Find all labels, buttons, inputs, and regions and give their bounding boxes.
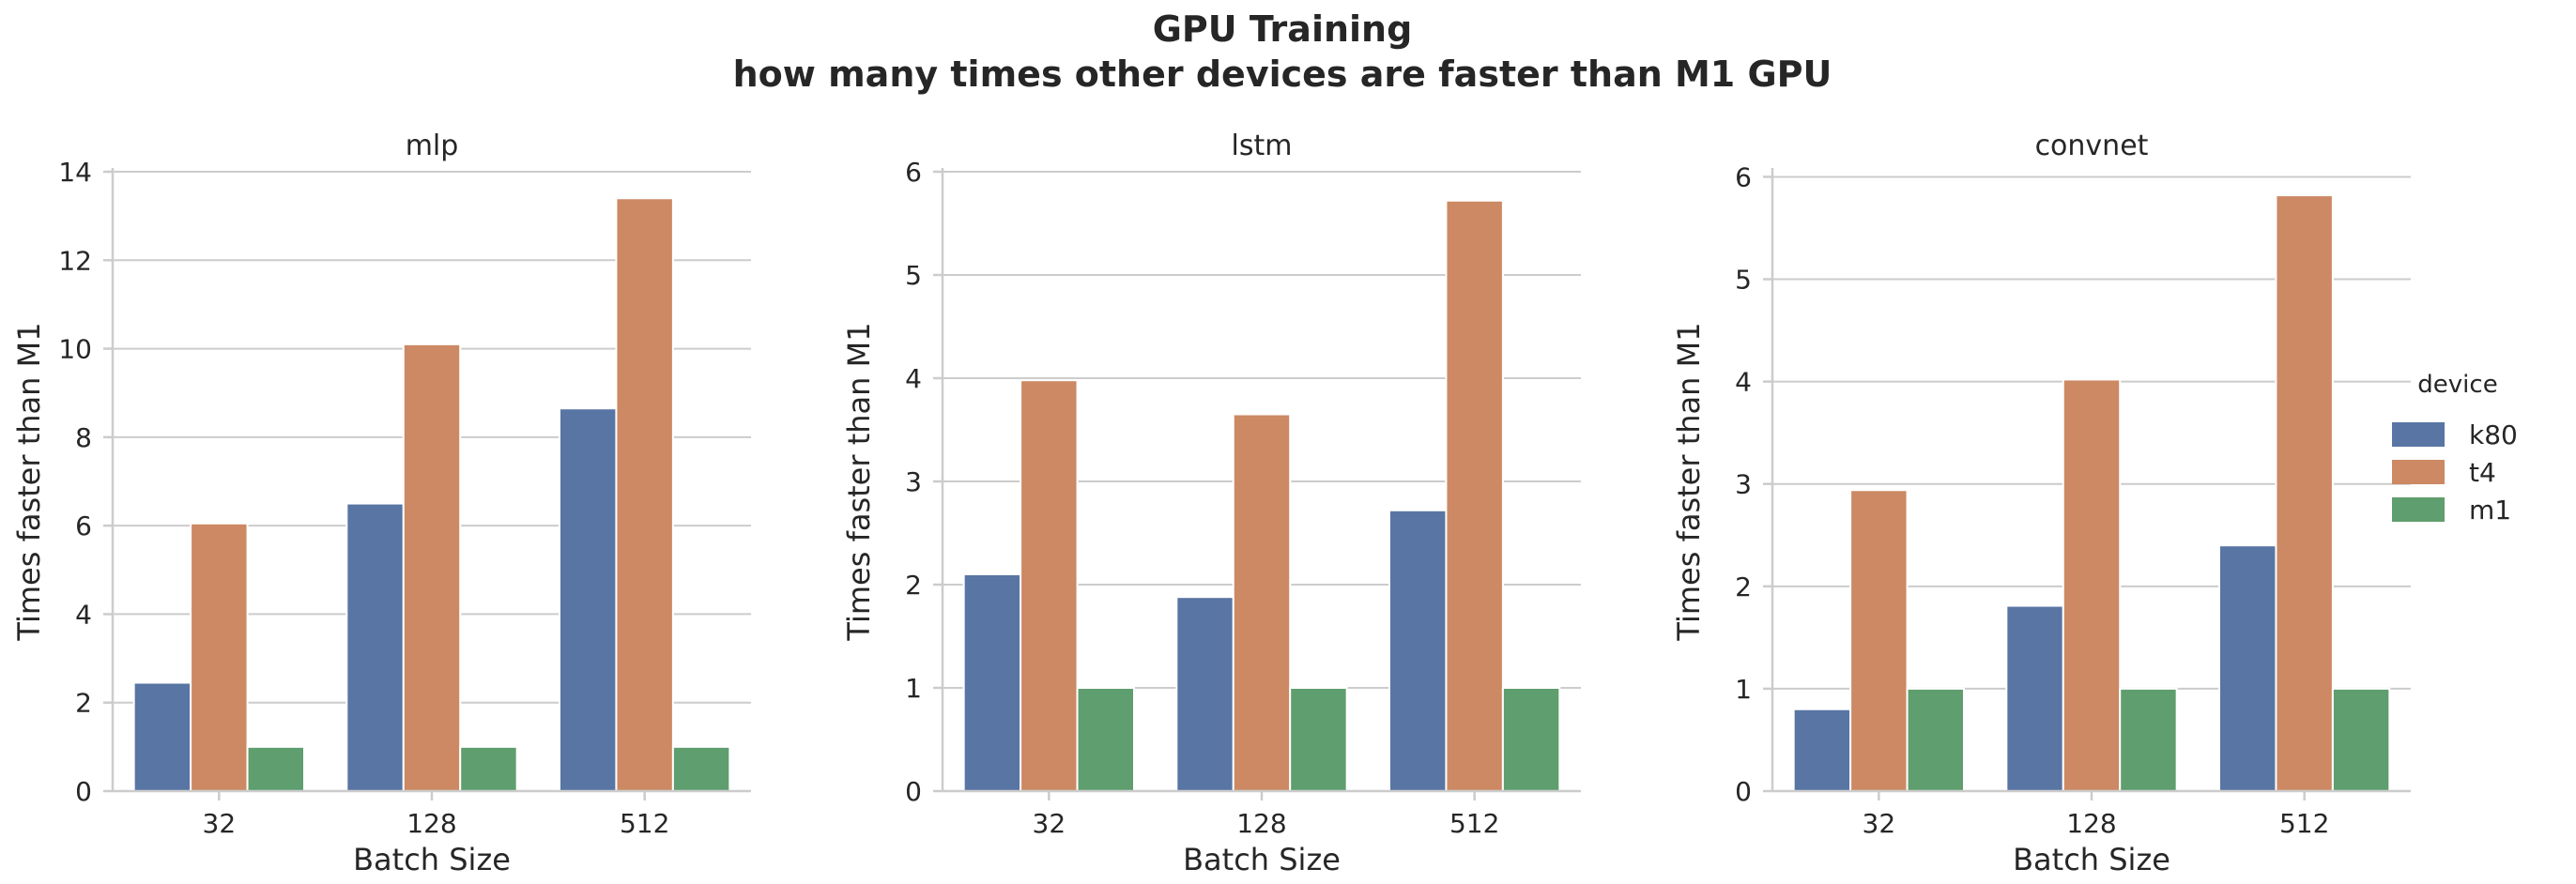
y-tick-label: 1 <box>905 673 922 704</box>
y-tick-label: 4 <box>75 599 92 630</box>
y-tick-label: 1 <box>1735 674 1752 705</box>
y-tick-label: 2 <box>75 688 92 719</box>
y-tick-label: 10 <box>58 334 92 365</box>
x-tick-label: 128 <box>1236 808 1286 839</box>
y-tick-label: 5 <box>1735 265 1752 296</box>
y-axis-label: Times faster than M1 <box>841 322 877 641</box>
y-tick-label: 6 <box>75 511 92 541</box>
bar-t4-32 <box>190 522 249 792</box>
panel-title: lstm <box>1232 130 1293 162</box>
legend-swatch-m1 <box>2392 497 2445 522</box>
y-tick-label: 6 <box>905 157 922 188</box>
bar-m1-512 <box>671 745 731 792</box>
bar-m1-128 <box>459 745 518 792</box>
x-tick-label: 32 <box>1033 808 1066 839</box>
bar-t4-128 <box>2062 378 2122 792</box>
bar-k80-32 <box>962 573 1022 792</box>
legend-swatch-t4 <box>2392 460 2445 484</box>
legend-title: device <box>2417 371 2497 399</box>
panel-lstm: 0 1 2 3 4 5 6 32 128 512 lstm Batch Size Times faste… <box>841 130 1581 877</box>
y-tick-label: 2 <box>905 570 922 601</box>
bar-t4-512 <box>615 197 674 793</box>
bar-m1-32 <box>1076 687 1135 792</box>
y-axis-label: Times faster than M1 <box>1671 322 1707 641</box>
bar-m1-512 <box>2331 687 2391 793</box>
bar-k80-512 <box>1388 509 1448 792</box>
x-tick-label: 32 <box>1863 808 1896 839</box>
bar-t4-128 <box>1232 413 1292 792</box>
y-tick-label: 0 <box>905 776 922 807</box>
bar-t4-512 <box>1445 199 1504 793</box>
bar-k80-512 <box>2218 544 2277 792</box>
y-tick-label: 0 <box>1735 776 1752 807</box>
bar-t4-512 <box>2275 194 2334 793</box>
panel-mlp: 0 2 4 6 8 10 12 14 32 128 512 mlp Batch Size Times fa… <box>11 130 751 877</box>
legend-swatch-k80 <box>2392 422 2445 447</box>
bar-k80-128 <box>345 502 405 792</box>
y-axis-label: Times faster than M1 <box>11 322 47 641</box>
panel-convnet: 0 1 2 3 4 5 6 32 128 512 convnet Batch Size Times fa… <box>1671 130 2411 877</box>
y-tick-label: 2 <box>1735 572 1752 602</box>
legend-label-t4: t4 <box>2469 457 2496 488</box>
bar-k80-128 <box>1175 596 1234 793</box>
x-axis-label: Batch Size <box>1183 842 1341 877</box>
bar-m1-128 <box>1289 687 1348 792</box>
legend-label-k80: k80 <box>2469 419 2518 450</box>
y-tick-label: 3 <box>1735 469 1752 500</box>
y-tick-label: 5 <box>905 260 922 291</box>
bar-t4-128 <box>402 343 462 792</box>
x-tick-label: 512 <box>2279 808 2329 839</box>
bar-m1-32 <box>1906 687 1965 793</box>
x-axis-label: Batch Size <box>353 842 511 877</box>
bar-m1-32 <box>246 745 305 792</box>
bar-t4-32 <box>1849 489 1909 792</box>
bar-k80-512 <box>559 407 618 792</box>
y-tick-label: 12 <box>58 245 92 276</box>
legend: device k80 t4 m1 <box>2392 371 2518 526</box>
bar-k80-32 <box>1792 708 1852 793</box>
panel-title: mlp <box>406 130 459 162</box>
x-axis-label: Batch Size <box>2013 842 2170 877</box>
bar-m1-128 <box>2119 687 2178 793</box>
y-tick-label: 8 <box>75 422 92 453</box>
panel-title: convnet <box>2035 130 2149 162</box>
x-tick-label: 32 <box>203 808 237 839</box>
bar-k80-32 <box>132 681 192 792</box>
x-tick-label: 512 <box>1449 808 1499 839</box>
y-tick-label: 14 <box>58 157 92 188</box>
x-tick-label: 128 <box>2066 808 2116 839</box>
y-tick-label: 6 <box>1735 161 1752 192</box>
x-tick-label: 512 <box>620 808 669 839</box>
y-tick-label: 4 <box>905 363 922 394</box>
y-tick-label: 0 <box>75 776 92 807</box>
legend-label-m1: m1 <box>2469 495 2511 526</box>
legend-entries: k80 t4 m1 <box>2392 419 2518 526</box>
bar-t4-32 <box>1020 379 1079 792</box>
y-tick-label: 3 <box>905 466 922 497</box>
bar-k80-128 <box>2005 604 2064 793</box>
y-tick-label: 4 <box>1735 367 1752 398</box>
bar-m1-512 <box>1501 687 1561 792</box>
figure-title-line1: GPU Training <box>1153 8 1413 50</box>
figure-title-line2: how many times other devices are faster … <box>733 53 1832 95</box>
x-tick-label: 128 <box>406 808 456 839</box>
